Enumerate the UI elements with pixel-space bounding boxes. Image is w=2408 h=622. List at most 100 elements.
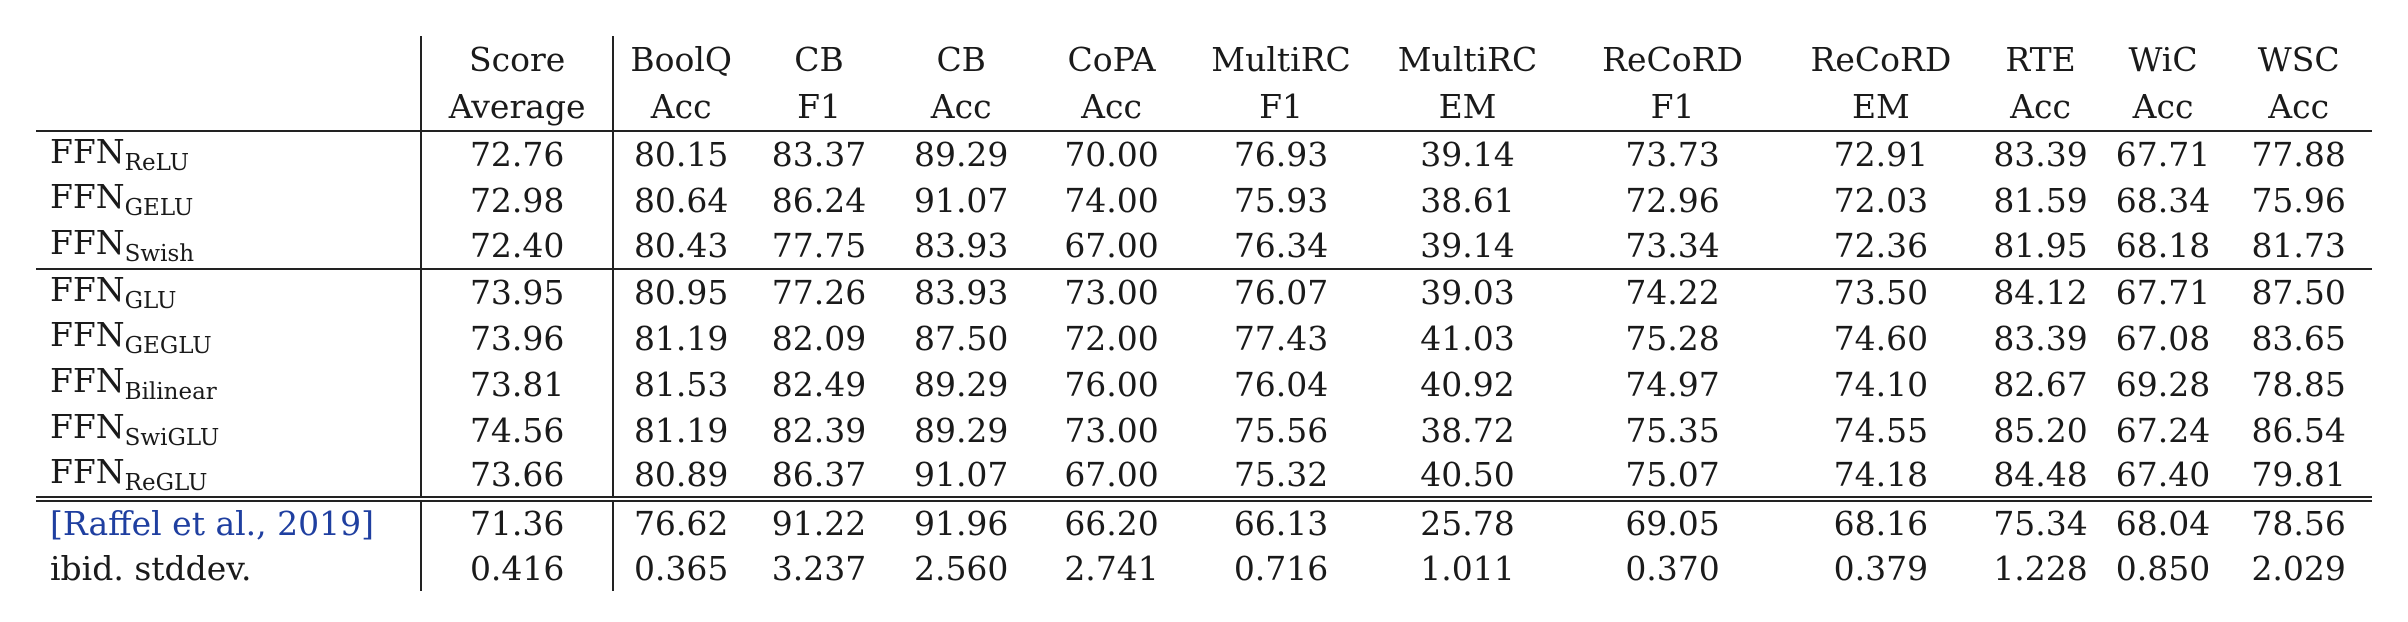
table-cell: 86.37: [771, 455, 867, 494]
table-row: FFNSwiGLU 74.56 81.19 82.39 89.29 73.00 75.56 3…: [36, 407, 2372, 453]
table-cell: 83.39: [1993, 135, 2088, 174]
table-cell: 67.71: [2100, 268, 2226, 315]
col-subheader-cb-acc: Acc: [890, 83, 1033, 132]
row-label: FFNReGLU: [36, 453, 421, 499]
table-cell: 72.00: [1064, 318, 1159, 358]
table-cell: 38.72: [1420, 410, 1515, 450]
table-cell: 85.20: [1993, 410, 2088, 450]
table-cell: 73.00: [1032, 268, 1191, 315]
table-cell: 89.29: [913, 135, 1009, 174]
table-cell: 83.37: [771, 135, 867, 174]
header-corner: [36, 83, 421, 132]
table-cell: 75.07: [1625, 455, 1720, 494]
table-cell: 91.07: [913, 180, 1009, 220]
table-cell: 40.50: [1420, 455, 1515, 494]
row-label: FFNSwiGLU: [36, 407, 421, 453]
row-label: [Raffel et al., 2019]: [36, 496, 421, 545]
table-row: FFNBilinear 73.81 81.53 82.49 89.29 76.00 76.0…: [36, 361, 2372, 407]
col-subheader-cb-f1: F1: [747, 83, 891, 132]
table-cell: 77.43: [1233, 318, 1329, 358]
table-cell: 87.50: [913, 318, 1009, 358]
table-cell: 75.56: [1233, 410, 1329, 450]
activation-subscript: ReGLU: [124, 469, 208, 496]
table-row: FFNGELU 72.98 80.64 86.24 91.07 74.00 75.93 38.…: [36, 177, 2372, 223]
col-header-score: Score: [419, 36, 614, 83]
table-cell: 66.13: [1190, 496, 1372, 545]
table-cell: 74.56: [419, 407, 614, 453]
table-cell: 76.34: [1233, 226, 1329, 265]
table-cell: 38.61: [1420, 180, 1515, 220]
table-cell: 86.24: [771, 180, 867, 220]
table-cell: 70.00: [1064, 135, 1159, 174]
col-header-record-em: ReCoRD: [1810, 40, 1952, 79]
table-cell: 74.22: [1563, 268, 1782, 315]
table-cell: 67.71: [2115, 135, 2211, 174]
table-cell: 89.29: [913, 410, 1009, 450]
col-subheader-wic: Acc: [2100, 83, 2226, 132]
model-name: FFN: [50, 222, 125, 262]
col-subheader-record-em: EM: [1781, 83, 1981, 132]
table-cell: 76.93: [1233, 135, 1329, 174]
table-cell: 72.03: [1833, 180, 1929, 220]
table-cell: 91.07: [913, 455, 1009, 494]
table-cell: 82.49: [771, 364, 867, 404]
table-cell: 77.75: [771, 226, 867, 265]
col-header-wic: WiC: [2128, 40, 2198, 79]
row-label: ibid. stddev.: [50, 548, 252, 588]
table-cell: 87.50: [2225, 268, 2372, 315]
model-name: FFN: [50, 451, 125, 491]
col-header-copa: CoPA: [1067, 40, 1156, 79]
table-cell: 74.55: [1833, 410, 1929, 450]
table-cell: 2.741: [1064, 548, 1159, 588]
table-cell: 75.96: [2251, 180, 2346, 220]
table-cell: 2.029: [2251, 548, 2346, 588]
table-cell: 72.76: [419, 131, 614, 177]
citation-year-link[interactable]: 2019: [277, 504, 362, 543]
activation-subscript: ReLU: [124, 149, 189, 176]
table-row: FFNGLU 73.95 80.95 77.26 83.93 73.00 76.07 39.0…: [36, 268, 2372, 315]
activation-subscript: GLU: [124, 287, 177, 314]
activation-subscript: GEGLU: [124, 333, 212, 359]
table-cell: 78.85: [2251, 364, 2346, 404]
citation-link[interactable]: Raffel et al.: [62, 504, 257, 543]
row-label: FFNGLU: [36, 268, 421, 315]
table-cell: 83.65: [2251, 318, 2346, 358]
table-cell: 84.48: [1993, 455, 2088, 494]
table-cell: 75.28: [1625, 318, 1720, 358]
table-cell: 0.416: [419, 545, 614, 591]
table-cell: 84.12: [1980, 268, 2101, 315]
col-subheader-boolq: Acc: [612, 83, 748, 132]
table-cell: 0.850: [2115, 548, 2211, 588]
col-header-boolq: BoolQ: [612, 36, 748, 83]
table-cell: 1.228: [1993, 548, 2088, 588]
table-cell: 74.97: [1625, 364, 1720, 404]
model-name: FFN: [50, 315, 125, 354]
cite-bracket-close: ]: [361, 504, 375, 543]
table-row: FFNSwish 72.40 80.43 77.75 83.93 67.00 76.34 39…: [36, 223, 2372, 269]
table-cell: 80.64: [612, 177, 748, 223]
model-name: FFN: [50, 131, 125, 171]
table-cell: 83.93: [890, 268, 1033, 315]
header-row-metric: Score BoolQ CB CB CoPA MultiRC MultiRC R…: [36, 36, 2372, 83]
table-cell: 83.39: [1993, 318, 2088, 358]
table-row: FFNReGLU 73.66 80.89 86.37 91.07 67.00 75.32 40…: [36, 453, 2372, 499]
table-cell: 91.96: [890, 496, 1033, 545]
table-cell: 68.18: [2115, 226, 2211, 265]
table-cell: 73.81: [419, 361, 614, 407]
table-cell: 81.73: [2251, 226, 2346, 265]
table-row: FFNReLU 72.76 80.15 83.37 89.29 70.00 76.93 39.…: [36, 131, 2372, 177]
table-cell: 0.370: [1625, 548, 1720, 588]
col-header-multirc-f1: MultiRC: [1211, 40, 1351, 79]
col-header-multirc-em: MultiRC: [1397, 40, 1538, 79]
table-cell: 39.14: [1420, 226, 1515, 265]
table-row: ibid. stddev. 0.416 0.365 3.237 2.560 2.741 0.…: [36, 545, 2372, 591]
col-subheader-copa: Acc: [1032, 83, 1191, 132]
table-cell: 71.36: [419, 496, 614, 545]
table-cell: 76.07: [1190, 268, 1372, 315]
table-cell: 74.60: [1833, 318, 1929, 358]
table-cell: 72.91: [1833, 135, 1929, 174]
table-cell: 39.14: [1420, 135, 1515, 174]
table-cell: 68.04: [2100, 496, 2226, 545]
table-cell: 79.81: [2251, 455, 2346, 494]
table-cell: 67.40: [2115, 455, 2211, 494]
